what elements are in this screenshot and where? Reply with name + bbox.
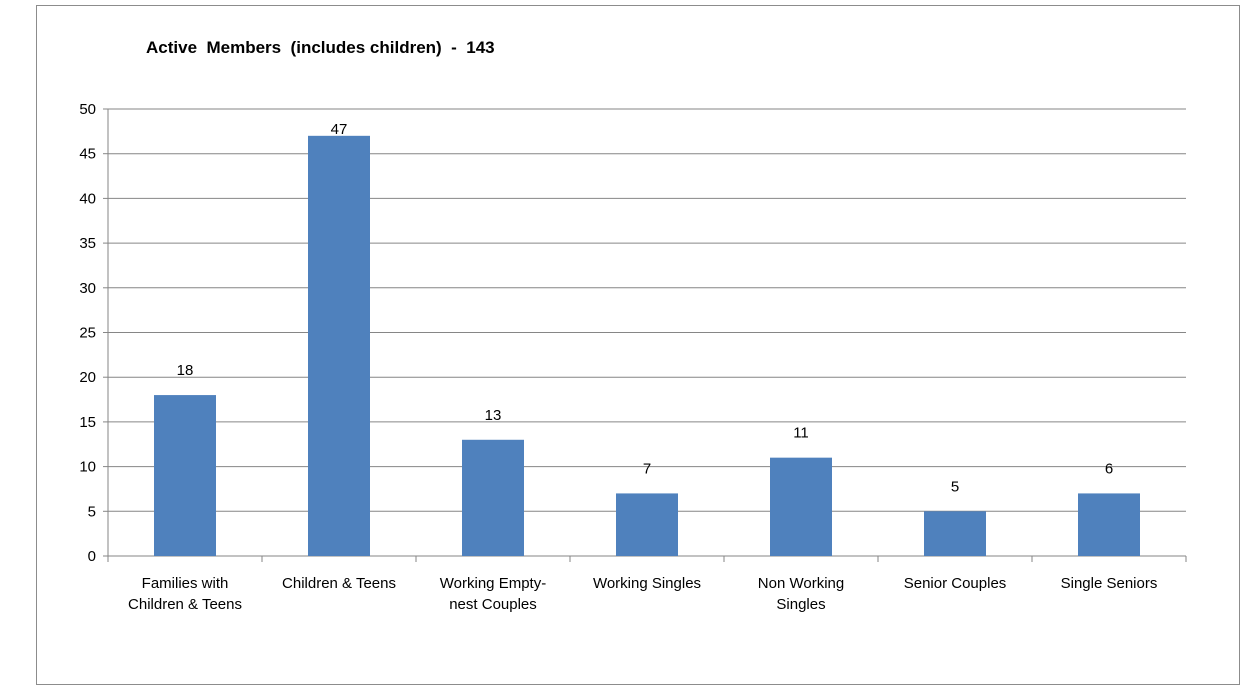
data-label: 11 <box>793 425 809 442</box>
y-tick-label: 20 <box>79 369 96 386</box>
x-tick-label: Children & Teens <box>128 596 242 613</box>
x-tick-label: Senior Couples <box>904 575 1007 592</box>
y-tick-label: 0 <box>88 548 96 565</box>
bar <box>616 493 678 556</box>
chart-title: Active Members (includes children) - 143 <box>146 38 495 57</box>
bar <box>770 457 832 556</box>
y-tick-label: 35 <box>79 235 96 252</box>
x-tick-label: Singles <box>776 596 825 613</box>
y-tick-label: 15 <box>79 414 96 431</box>
y-tick-label: 30 <box>79 280 96 297</box>
x-tick-label: Working Empty- <box>440 575 546 592</box>
y-tick-label: 45 <box>79 146 96 163</box>
y-tick-label: 40 <box>79 190 96 207</box>
data-label: 6 <box>1105 460 1113 477</box>
x-tick-label: Non Working <box>758 575 844 592</box>
x-tick-label: Families with <box>142 575 229 592</box>
x-tick-label: Single Seniors <box>1061 575 1158 592</box>
bar-chart: 0 5 10 15 20 25 30 35 40 45 50 18 Families with Child… <box>79 101 1187 613</box>
bar <box>462 439 524 556</box>
y-tick-label: 50 <box>79 101 96 118</box>
x-tick-label: nest Couples <box>449 596 537 613</box>
bar <box>1078 493 1140 556</box>
y-tick-label: 5 <box>88 503 96 520</box>
data-label: 5 <box>951 478 959 495</box>
bar <box>154 395 216 556</box>
bar <box>308 135 370 556</box>
data-label: 13 <box>485 407 502 424</box>
x-tick-label: Children & Teens <box>282 575 396 592</box>
data-label: 18 <box>177 362 194 379</box>
data-label: 7 <box>643 460 651 477</box>
y-tick-label: 25 <box>79 325 96 342</box>
x-tick-label: Working Singles <box>593 575 701 592</box>
y-tick-label: 10 <box>79 459 96 476</box>
bar <box>924 511 986 556</box>
data-label: 47 <box>331 121 348 138</box>
